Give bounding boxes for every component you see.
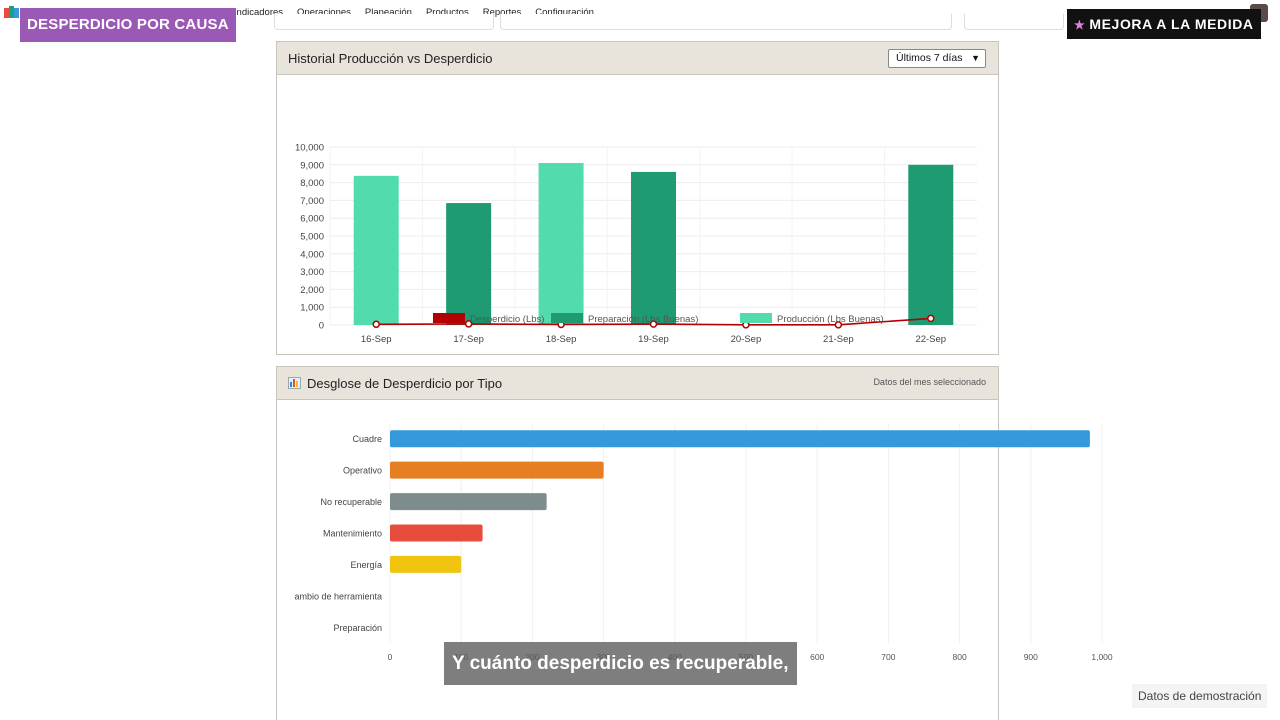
- y-tick-label: 5,000: [300, 232, 324, 243]
- x-tick-label: 18-Sep: [546, 334, 577, 345]
- bar-chart-icon: [288, 377, 301, 389]
- x-tick-label: 20-Sep: [731, 334, 762, 345]
- breakdown-panel-title: Desglose de Desperdicio por Tipo: [288, 376, 502, 391]
- menu-item-operaciones[interactable]: Operaciones: [297, 7, 351, 18]
- topic-badge: DESPERDICIO POR CAUSA: [20, 8, 236, 42]
- x-tick-label: 1,000: [1091, 652, 1113, 662]
- x-tick-label: 600: [810, 652, 824, 662]
- y-tick-label: 7,000: [300, 196, 324, 207]
- y-tick-label: 9,000: [300, 160, 324, 171]
- main-menu: e Indicadores Operaciones Planeación Pro…: [226, 7, 594, 18]
- y-tick-label: 8,000: [300, 178, 324, 189]
- bar-produccion: [538, 163, 584, 325]
- y-tick-label: 4,000: [300, 249, 324, 260]
- bar-2: [390, 493, 547, 511]
- x-tick-label: 22-Sep: [915, 334, 946, 345]
- menu-item-configuracion[interactable]: Configuración: [535, 7, 594, 18]
- bar-4: [390, 555, 462, 573]
- demo-data-label: Datos de demostración: [1132, 684, 1268, 708]
- y-tick-label: Cuadre: [352, 434, 382, 444]
- legend-swatch: [551, 313, 583, 323]
- y-tick-label: 10,000: [295, 143, 324, 154]
- y-tick-label: Preparación: [333, 623, 382, 633]
- desperdicio-point: [464, 320, 473, 328]
- legend-label: Producción (Lbs Buenas): [777, 314, 884, 325]
- y-tick-label: 1,000: [300, 303, 324, 314]
- period-select[interactable]: Últimos 7 días ▼: [888, 49, 986, 68]
- filter-field-2[interactable]: [500, 14, 952, 30]
- bar-3: [390, 524, 483, 542]
- desperdicio-point: [927, 314, 935, 323]
- x-tick-label: 0: [388, 652, 393, 662]
- bar-preparacion: [446, 203, 492, 325]
- filter-field-1[interactable]: [274, 14, 494, 30]
- video-caption: Y cuánto desperdicio es recuperable,: [444, 642, 797, 685]
- y-tick-label: 6,000: [300, 214, 324, 225]
- desperdicio-point: [372, 320, 380, 329]
- menu-item-indicadores[interactable]: e Indicadores: [226, 7, 284, 18]
- y-tick-label: Operativo: [343, 466, 382, 476]
- y-tick-label: Energía: [350, 560, 382, 570]
- y-tick-label: 2,000: [300, 285, 324, 296]
- history-panel-header: Historial Producción vs Desperdicio Últi…: [277, 42, 998, 75]
- history-panel: Historial Producción vs Desperdicio Últi…: [276, 41, 999, 355]
- x-tick-label: 19-Sep: [638, 334, 669, 345]
- breakdown-panel-note: Datos del mes seleccionado: [873, 377, 986, 387]
- x-tick-label: 700: [881, 652, 895, 662]
- y-tick-label: 3,000: [300, 267, 324, 278]
- menu-item-productos[interactable]: Productos: [425, 7, 469, 18]
- bar-preparacion: [908, 164, 954, 325]
- app-logo-icon[interactable]: [4, 6, 20, 20]
- x-tick-label: 16-Sep: [361, 334, 392, 345]
- x-tick-label: 17-Sep: [453, 334, 484, 345]
- menu-item-reportes[interactable]: Reportes: [482, 7, 522, 18]
- period-select-value: Últimos 7 días: [896, 52, 963, 64]
- y-tick-label: ambio de herramienta: [294, 591, 382, 601]
- star-icon: ★: [1074, 18, 1086, 32]
- filter-field-3[interactable]: [964, 14, 1064, 30]
- legend-label: Desperdicio (Lbs): [470, 314, 544, 325]
- legend-label: Preparación (Lbs Buenas): [588, 314, 698, 325]
- legend-swatch: [740, 313, 772, 323]
- y-tick-label: No recuperable: [320, 497, 382, 507]
- desperdicio-point: [834, 321, 843, 329]
- x-tick-label: 900: [1024, 652, 1038, 662]
- brand-badge-text: MEJORA A LA MEDIDA: [1089, 16, 1254, 32]
- brand-badge: ★ MEJORA A LA MEDIDA: [1067, 9, 1261, 39]
- chevron-down-icon: ▼: [971, 53, 980, 63]
- y-tick-label: Mantenimiento: [323, 529, 382, 539]
- bar-0: [390, 430, 1090, 448]
- x-tick-label: 800: [953, 652, 967, 662]
- bar-preparacion: [631, 171, 676, 325]
- desperdicio-point: [649, 320, 658, 328]
- breakdown-title-text: Desglose de Desperdicio por Tipo: [307, 376, 503, 391]
- history-panel-title: Historial Producción vs Desperdicio: [288, 51, 493, 66]
- history-chart: 0 1,000 2,000 3,000 4,000 5,000 6,000 7,000 8,00…: [295, 143, 977, 345]
- breakdown-panel-header: Desglose de Desperdicio por Tipo Datos d…: [277, 367, 998, 400]
- x-tick-label: 21-Sep: [823, 334, 854, 345]
- bar-produccion: [353, 175, 399, 325]
- legend-swatch: [433, 313, 465, 323]
- bar-1: [390, 461, 604, 479]
- y-tick-label: 0: [319, 321, 324, 332]
- menu-item-planeacion[interactable]: Planeación: [364, 7, 412, 18]
